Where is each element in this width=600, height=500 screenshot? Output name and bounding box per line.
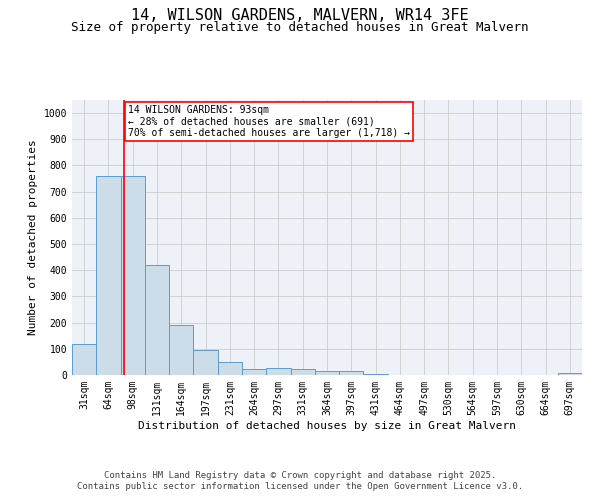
- Bar: [242, 369, 266, 375]
- Text: Size of property relative to detached houses in Great Malvern: Size of property relative to detached ho…: [71, 21, 529, 34]
- Bar: [121, 176, 145, 375]
- Bar: [193, 350, 218, 375]
- Text: Contains public sector information licensed under the Open Government Licence v3: Contains public sector information licen…: [77, 482, 523, 491]
- Text: Contains HM Land Registry data © Crown copyright and database right 2025.: Contains HM Land Registry data © Crown c…: [104, 471, 496, 480]
- Y-axis label: Number of detached properties: Number of detached properties: [28, 140, 38, 336]
- Bar: [169, 325, 193, 375]
- Bar: [145, 265, 169, 375]
- Bar: [315, 371, 339, 375]
- Bar: [290, 369, 315, 375]
- Bar: [72, 344, 96, 375]
- Text: 14, WILSON GARDENS, MALVERN, WR14 3FE: 14, WILSON GARDENS, MALVERN, WR14 3FE: [131, 8, 469, 22]
- X-axis label: Distribution of detached houses by size in Great Malvern: Distribution of detached houses by size …: [138, 420, 516, 430]
- Bar: [96, 176, 121, 375]
- Text: 14 WILSON GARDENS: 93sqm
← 28% of detached houses are smaller (691)
70% of semi-: 14 WILSON GARDENS: 93sqm ← 28% of detach…: [128, 105, 410, 138]
- Bar: [218, 362, 242, 375]
- Bar: [339, 371, 364, 375]
- Bar: [364, 374, 388, 375]
- Bar: [558, 373, 582, 375]
- Bar: [266, 368, 290, 375]
